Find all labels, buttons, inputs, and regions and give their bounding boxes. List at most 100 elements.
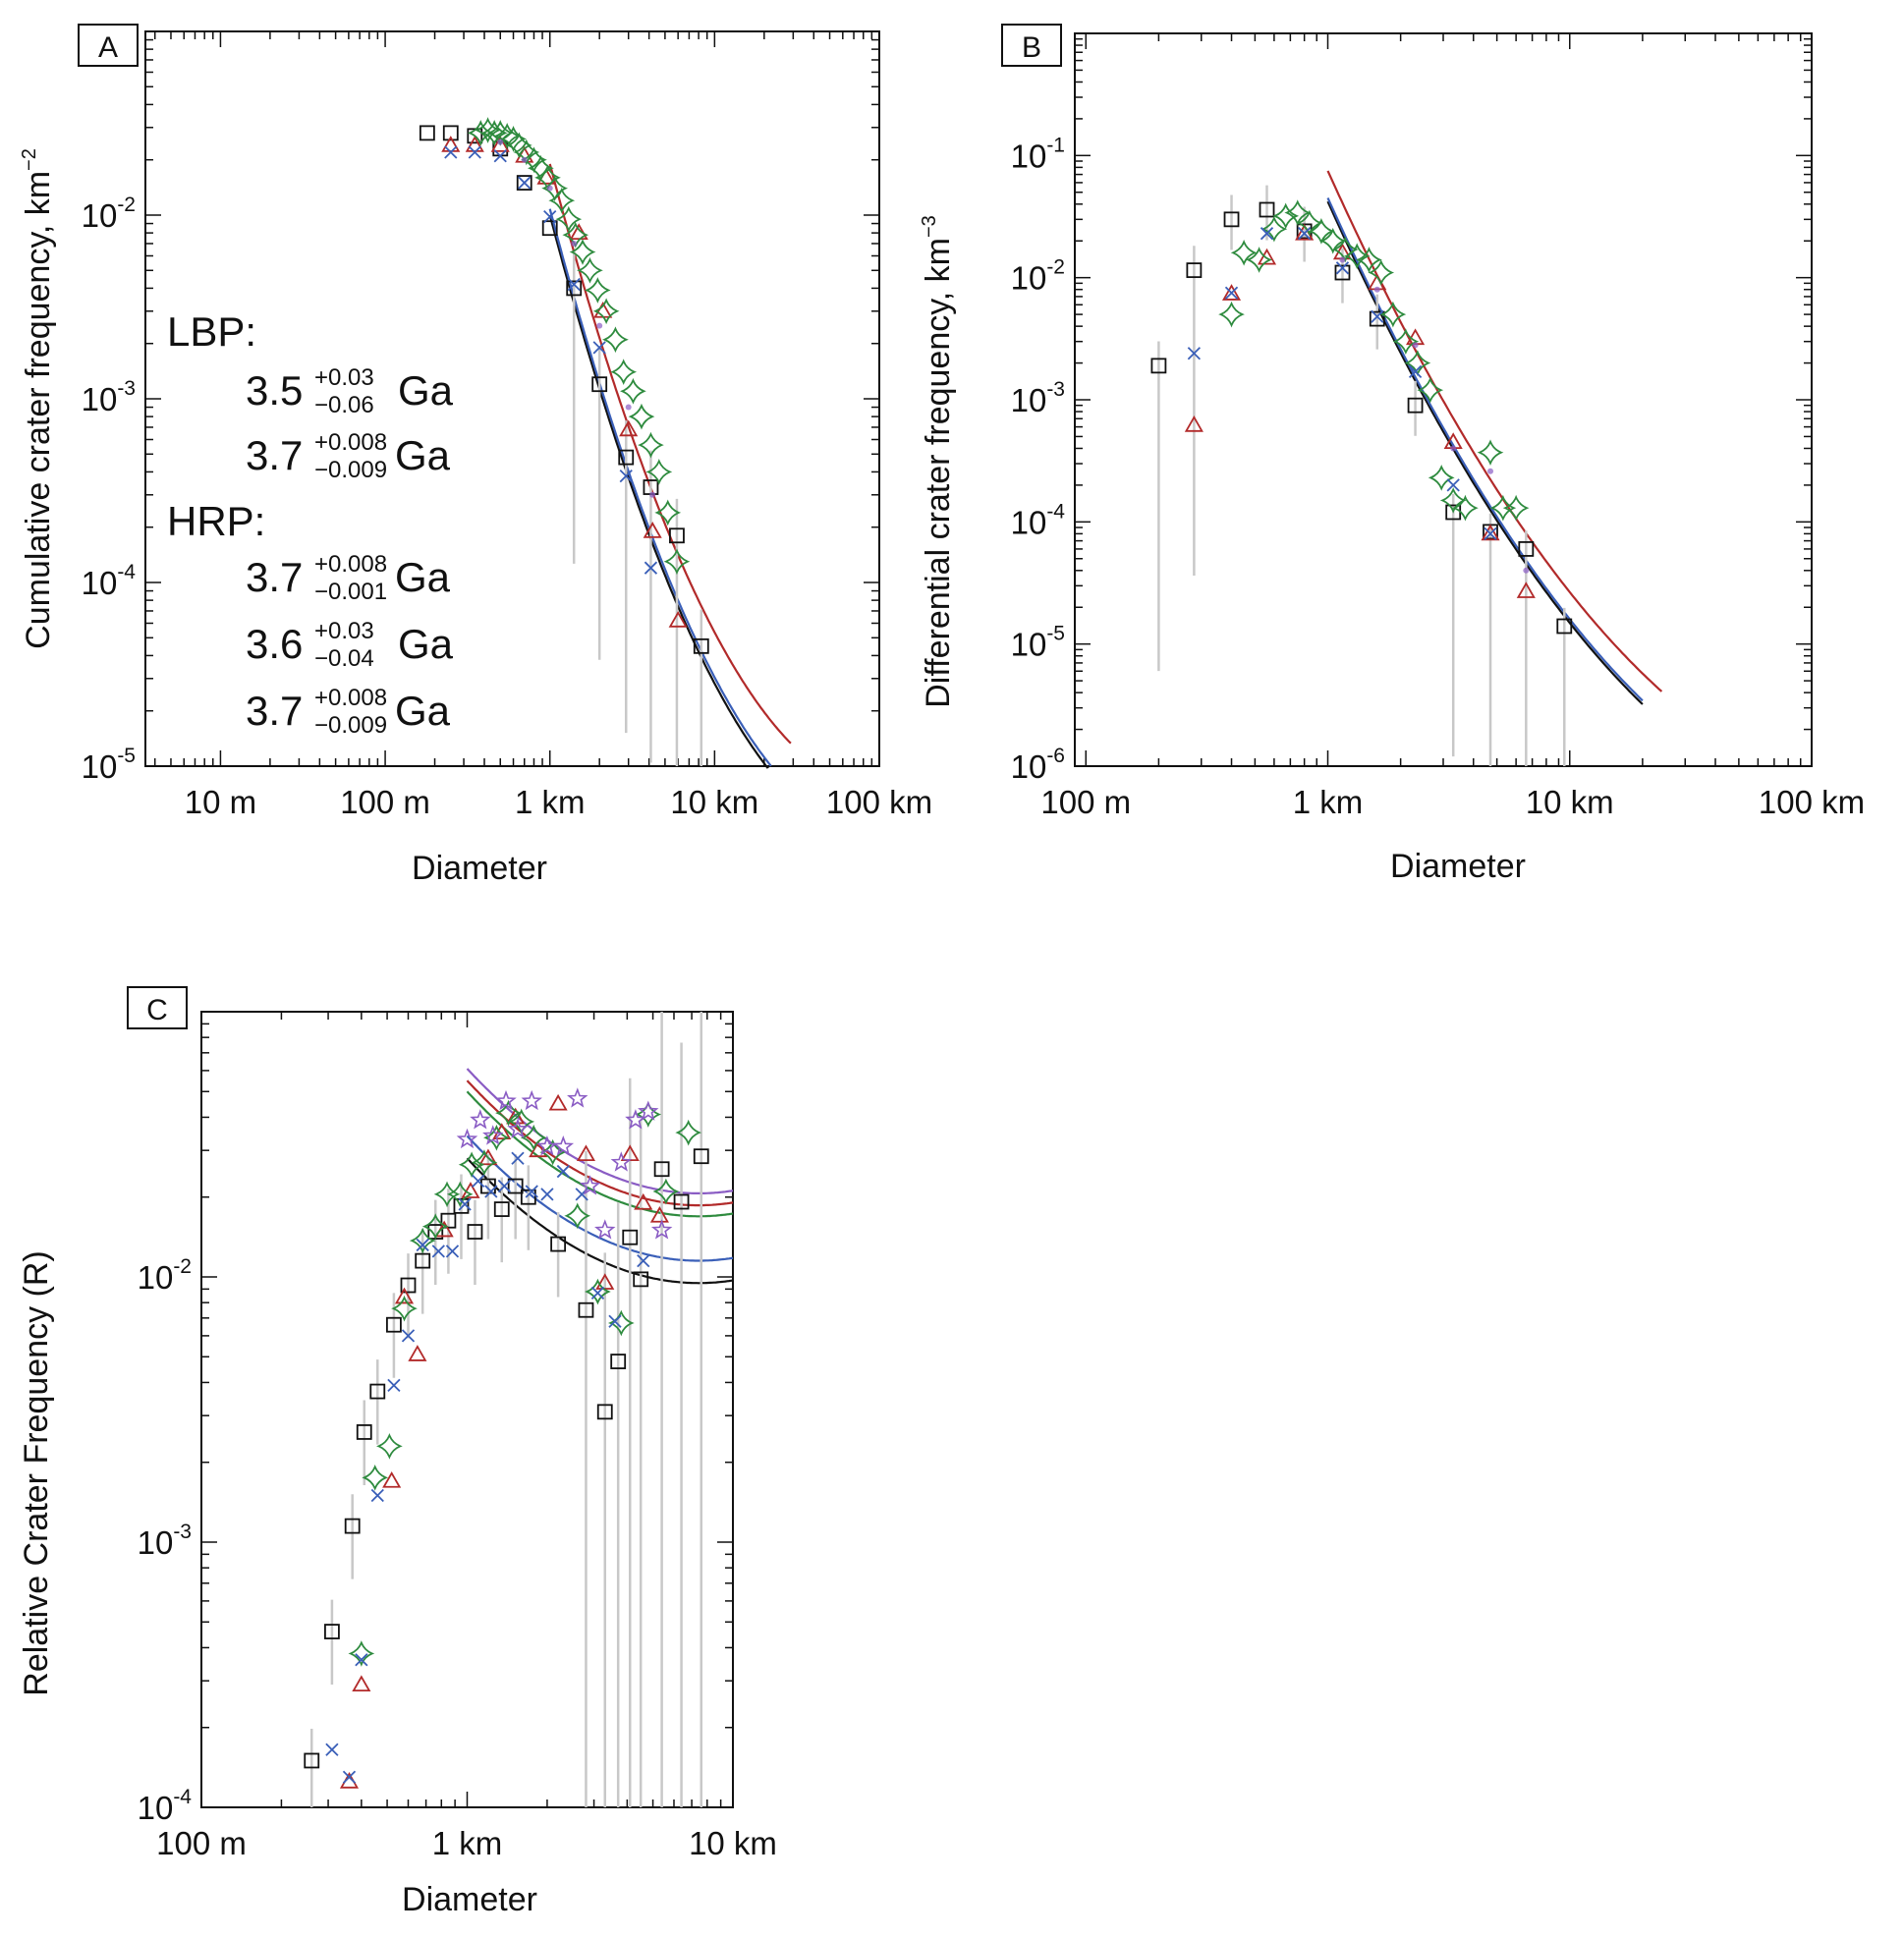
y-tick-base: 10 <box>138 1524 174 1561</box>
fit-curve <box>1326 197 1644 702</box>
data-point <box>421 1213 449 1240</box>
x-tick-label: 1 km <box>515 784 586 820</box>
data-point <box>540 1188 554 1201</box>
fit-curve <box>466 1068 734 1194</box>
data-point <box>1334 264 1351 281</box>
legend-value: 3.7 <box>246 432 303 478</box>
data-point <box>622 1229 639 1245</box>
fit-curve <box>466 1090 734 1218</box>
data-point <box>1371 309 1384 323</box>
data-point <box>594 1219 616 1240</box>
panel-c-fit-curves <box>466 1068 734 1285</box>
data-point <box>400 1277 417 1294</box>
panel-a-y-axis-label: Cumulative crater frequency, km−2 <box>19 148 57 649</box>
data-point <box>618 449 635 466</box>
data-point <box>567 1087 588 1108</box>
data-point <box>493 122 521 149</box>
data-point <box>376 1432 403 1460</box>
data-point <box>355 1653 368 1667</box>
panel-a-ticks <box>145 30 880 767</box>
data-point <box>1296 209 1323 237</box>
panel-c-x-tick-labels: 100 m 1 km 10 km <box>156 1825 777 1861</box>
data-point <box>591 376 608 393</box>
data-point <box>480 1178 496 1194</box>
panel-a-x-axis-label: Diameter <box>412 850 547 887</box>
data-point <box>391 1295 418 1322</box>
data-point <box>610 359 638 386</box>
data-point <box>1428 464 1455 491</box>
legend-plus: +0.008 <box>314 551 387 578</box>
data-point <box>446 1181 474 1208</box>
data-point <box>484 1185 498 1198</box>
data-point <box>1186 262 1203 279</box>
y-tick-label: 10-6 <box>1011 745 1065 785</box>
data-point <box>352 1675 371 1692</box>
data-point <box>342 1770 357 1784</box>
data-point <box>325 1743 339 1756</box>
panel-a-error-bars <box>572 251 703 766</box>
panel-b-fit-curves <box>1326 170 1663 705</box>
data-point <box>543 210 557 224</box>
panel-c-x-axis-label: Diameter <box>402 1881 537 1918</box>
data-point <box>1484 526 1497 541</box>
data-point <box>566 280 583 297</box>
fit-curve <box>548 208 772 767</box>
data-point <box>569 239 596 265</box>
x-tick-label: 10 km <box>689 1825 777 1861</box>
panel-c-y-axis-label: Relative Crater Frequency (R) <box>18 1250 55 1695</box>
data-point <box>596 1404 613 1420</box>
panel-a-letter: A <box>98 31 118 64</box>
y-tick-exp: -4 <box>173 1786 192 1808</box>
y-tick-base: 10 <box>82 565 118 601</box>
data-point <box>409 1227 436 1254</box>
data-point <box>569 223 588 241</box>
data-point <box>578 1301 594 1318</box>
data-point <box>577 256 603 284</box>
x-tick-label: 1 km <box>1293 784 1364 820</box>
fit-curve <box>466 1079 734 1207</box>
data-point <box>637 1253 650 1268</box>
data-point <box>567 277 581 292</box>
legend-entry-hrp-1: 3.7 +0.008 −0.001 Ga <box>246 551 451 605</box>
data-point <box>521 156 528 163</box>
data-point <box>394 1287 415 1304</box>
data-point <box>324 1624 340 1639</box>
data-point <box>506 1107 526 1125</box>
data-point <box>442 125 459 141</box>
legend-plus: +0.008 <box>314 429 387 456</box>
data-point <box>564 1202 591 1230</box>
data-point <box>619 469 633 483</box>
data-point <box>456 1128 478 1149</box>
data-point <box>386 1316 402 1333</box>
data-point <box>370 1488 384 1503</box>
x-tick-label: 100 m <box>1040 784 1131 820</box>
data-point <box>369 1383 386 1400</box>
y-tick-exp: -3 <box>1046 378 1065 401</box>
y-tick-label: 10-2 <box>1011 256 1065 297</box>
data-point <box>1487 468 1494 474</box>
data-point <box>1272 202 1300 230</box>
legend-minus: −0.04 <box>314 645 374 672</box>
y-tick-base: 10 <box>1011 504 1047 540</box>
legend-unit: Ga <box>395 688 451 734</box>
panel-b-x-axis-label: Diameter <box>1390 848 1526 885</box>
data-point <box>584 277 611 304</box>
y-tick-label: 10-2 <box>138 1255 192 1296</box>
y-tick-base: 10 <box>1011 748 1047 785</box>
y-tick-label: 10-1 <box>1011 134 1065 174</box>
y-tick-exp: -4 <box>1046 500 1065 523</box>
data-point <box>356 1424 372 1440</box>
data-point <box>1260 215 1288 243</box>
x-tick-label: 10 m <box>185 784 256 820</box>
data-point <box>1319 227 1347 254</box>
data-point <box>1187 347 1202 360</box>
legend-value: 3.7 <box>246 554 303 600</box>
data-point <box>415 1252 431 1269</box>
y-tick-exp: -6 <box>1046 745 1065 767</box>
data-point <box>548 187 576 214</box>
y-tick-base: 10 <box>1011 138 1047 174</box>
data-point <box>552 1135 575 1156</box>
y-tick-base: 10 <box>82 381 118 417</box>
